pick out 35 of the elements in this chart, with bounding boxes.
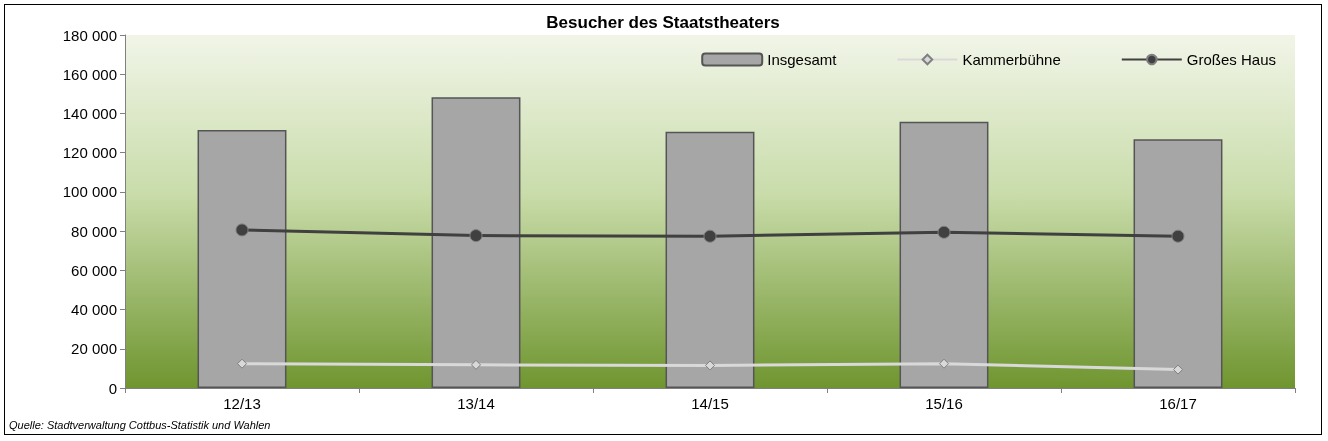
y-tick-label: 0 [108,379,117,397]
y-tick-label: 80 000 [71,222,117,240]
x-tick-label: 12/13 [223,395,261,412]
bar [431,97,521,388]
y-tick-label: 180 000 [62,26,117,44]
point [939,358,949,369]
point [703,229,717,243]
source-note: Quelle: Stadtverwaltung Cottbus-Statistik und Wahlen [9,418,271,431]
point [471,359,481,370]
point [705,360,715,371]
bar [899,121,989,388]
bar [665,131,755,388]
bar [197,130,287,388]
chart-title: Besucher des Staatstheaters [546,13,780,32]
bar [1133,139,1223,388]
point [937,225,951,239]
y-tick-label: 120 000 [62,144,117,162]
legend-label: Insgesamt [767,51,838,68]
x-tick-label: 13/14 [457,395,495,412]
y-tick-label: 140 000 [62,104,117,122]
legend-label: Kammerbühne [962,51,1061,68]
point [1173,364,1183,375]
point [469,229,483,243]
y-tick-label: 40 000 [71,301,117,319]
point [237,358,247,369]
y-tick-label: 20 000 [71,340,117,358]
point [235,223,249,237]
legend-label: Großes Haus [1186,51,1277,68]
x-tick-label: 14/15 [691,395,729,412]
y-tick-label: 100 000 [62,183,117,201]
x-tick-label: 15/16 [925,395,963,412]
point [1171,229,1185,243]
y-tick-label: 160 000 [62,65,117,83]
x-tick-label: 16/17 [1159,395,1197,412]
y-tick-label: 60 000 [71,261,117,279]
